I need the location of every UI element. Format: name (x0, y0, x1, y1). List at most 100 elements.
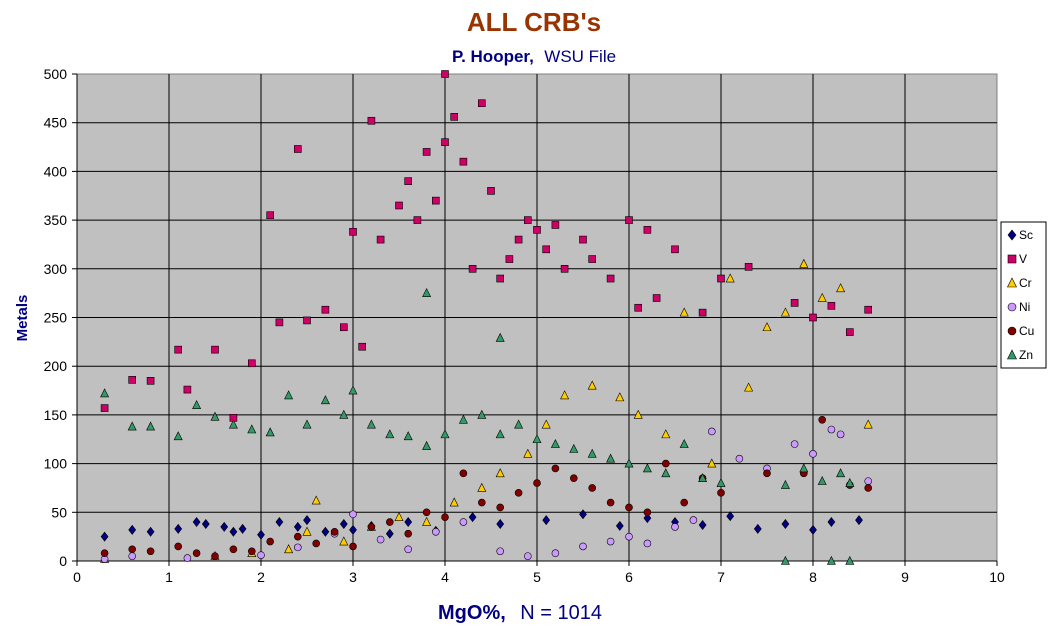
point-cr (394, 511, 404, 521)
x-tick-label: 0 (73, 569, 81, 585)
legend-label-zn: Zn (1019, 348, 1033, 362)
point-cr (495, 468, 505, 478)
legend-label-v: V (1019, 252, 1027, 266)
point-cr (302, 526, 312, 536)
legend: Sc V Cr Ni Cu Zn (1007, 228, 1034, 362)
point-v (533, 226, 541, 234)
point-v (174, 345, 182, 354)
chart-title: ALL CRB's (467, 7, 601, 37)
point-cu (266, 537, 275, 546)
point-sc (257, 529, 265, 540)
point-ni (836, 430, 845, 439)
point-v (698, 308, 707, 317)
point-sc (229, 526, 238, 537)
point-sc (201, 518, 210, 529)
legend-marker-ni (1007, 302, 1017, 312)
point-v (606, 274, 615, 283)
point-v (450, 113, 459, 121)
point-v (413, 216, 422, 224)
point-cu (100, 549, 109, 558)
point-ni (293, 543, 302, 552)
y-tick-label: 500 (44, 66, 68, 82)
point-v (625, 216, 633, 224)
point-v (652, 294, 661, 302)
point-cu (330, 527, 339, 536)
point-v (183, 385, 192, 394)
point-zn (440, 429, 450, 439)
series-cu (100, 415, 873, 560)
point-v (404, 177, 413, 185)
point-ni (790, 440, 799, 448)
point-zn (422, 440, 432, 450)
point-sc (542, 515, 551, 526)
point-cu (248, 547, 256, 556)
point-v (588, 255, 597, 263)
chart-subtitle: P. Hooper, WSU File (452, 47, 616, 66)
point-sc (303, 515, 311, 526)
point-zn (173, 431, 183, 441)
point-zn (284, 390, 294, 400)
point-zn (127, 421, 137, 431)
x-tick-label: 1 (165, 569, 173, 585)
point-v (266, 211, 275, 220)
point-v (717, 274, 725, 283)
point-cu (569, 474, 578, 483)
point-zn (845, 555, 855, 565)
x-axis-label-main: MgO%, (438, 602, 506, 624)
point-v (349, 227, 357, 236)
point-cu (459, 469, 468, 478)
x-tick-label: 5 (533, 569, 541, 585)
point-v (560, 264, 569, 273)
point-sc (468, 512, 477, 523)
point-v (514, 235, 523, 244)
point-v (496, 274, 505, 283)
point-sc (385, 528, 394, 539)
point-ni (689, 516, 698, 524)
data-points (100, 70, 873, 565)
legend-marker-cr (1007, 277, 1017, 288)
point-v (551, 221, 560, 229)
point-v (634, 303, 643, 312)
point-sc (275, 517, 284, 528)
point-zn (569, 443, 579, 453)
point-v (864, 305, 873, 314)
point-zn (265, 427, 275, 437)
point-cu (229, 545, 238, 554)
point-sc (855, 515, 863, 526)
point-sc (809, 524, 817, 535)
point-zn (587, 448, 597, 458)
point-zn (192, 399, 202, 409)
x-tick-label: 3 (349, 569, 357, 585)
point-v (643, 226, 652, 234)
series-cr (100, 258, 873, 563)
point-sc (174, 523, 183, 534)
point-ni (625, 532, 633, 541)
point-zn (228, 419, 238, 429)
point-sc (827, 517, 836, 528)
point-v (376, 235, 385, 244)
y-tick-label: 350 (44, 212, 68, 228)
subtitle-author: P. Hooper, (452, 47, 534, 66)
point-v (367, 116, 376, 125)
point-zn (532, 434, 542, 444)
point-sc (192, 517, 201, 528)
x-tick-label: 10 (989, 569, 1005, 585)
point-v (744, 263, 753, 271)
point-cr (587, 380, 597, 390)
point-cr (780, 307, 790, 317)
point-v (809, 313, 817, 322)
point-v (358, 342, 367, 351)
point-ni (431, 527, 440, 536)
series-v (100, 70, 873, 422)
point-zn (100, 388, 110, 398)
point-zn (679, 438, 689, 448)
point-v (339, 323, 348, 332)
point-cu (533, 479, 541, 487)
point-v (441, 138, 449, 146)
x-tick-label: 9 (901, 569, 909, 585)
point-v (790, 299, 799, 307)
point-ni (128, 552, 136, 560)
point-cu (551, 464, 560, 473)
point-cu (211, 552, 219, 560)
